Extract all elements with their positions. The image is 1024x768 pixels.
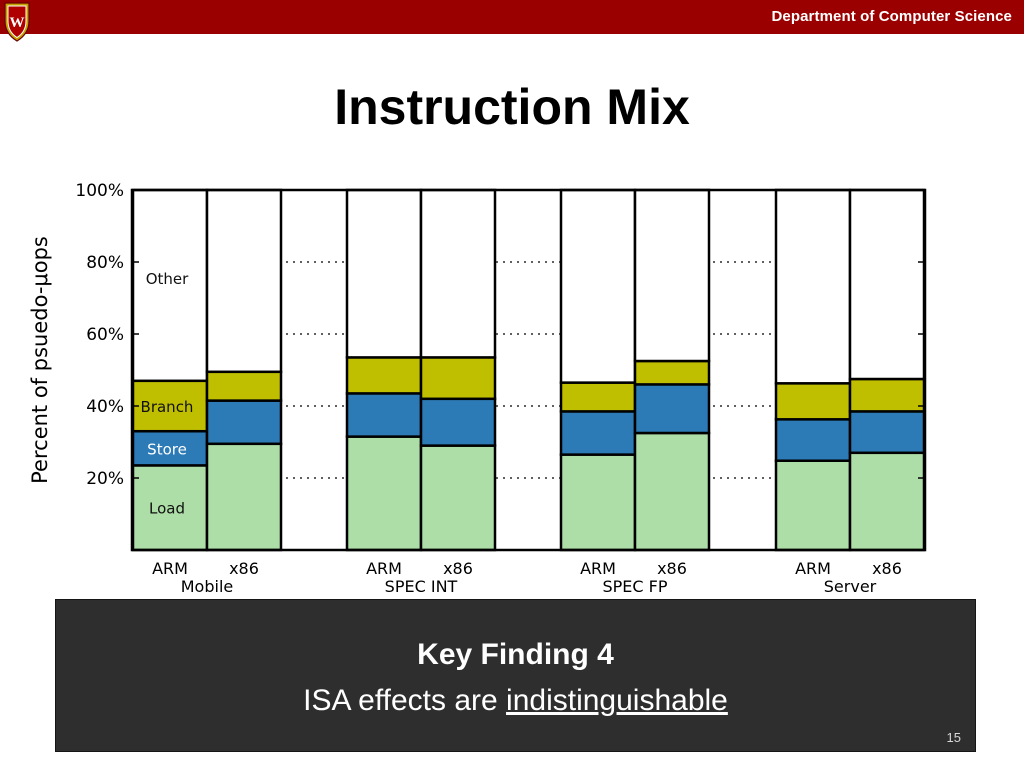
bar-segment-load (848, 451, 926, 552)
instruction-mix-chart: 20% 40% 60% 80% 100% Percent of psuedo-μops AR… (28, 181, 927, 596)
bar-segment-store (633, 383, 711, 435)
bar-segment-branch (419, 356, 497, 401)
department-name: Department of Computer Science (771, 8, 1012, 25)
bar-segment-other (205, 188, 283, 374)
x-tick-label: x86 (657, 559, 687, 578)
x-tick-label: x86 (443, 559, 473, 578)
key-finding-emphasis: indistinguishable (506, 684, 728, 717)
x-tick-label: ARM (366, 559, 402, 578)
header-bar: W Department of Computer Science (0, 0, 1024, 42)
group-label: SPEC FP (602, 577, 667, 596)
plot-frame (130, 188, 927, 552)
bar-segment-store (205, 399, 283, 446)
series-label-load: Load (149, 500, 185, 518)
university-crest-icon: W (4, 2, 30, 42)
group-label: Server (824, 577, 877, 596)
key-finding-text: ISA effects are indistinguishable (56, 684, 975, 718)
page-number: 15 (946, 730, 961, 745)
crest-letter: W (10, 15, 25, 31)
bar-segment-branch (848, 377, 926, 413)
y-tick-label: 100% (75, 181, 124, 201)
bar-segment-branch (205, 370, 283, 402)
bar-segment-other (633, 188, 711, 363)
bar-segment-other (848, 188, 926, 381)
bar-segment-store (774, 418, 852, 462)
slide-title: Instruction Mix (334, 79, 690, 135)
x-tick-label: ARM (580, 559, 616, 578)
key-finding-heading: Key Finding 4 (417, 638, 614, 671)
x-tick-label: ARM (795, 559, 831, 578)
bar-segment-branch (774, 382, 852, 421)
series-label-branch: Branch (141, 398, 194, 416)
bar-segment-load (205, 442, 283, 552)
bar-segment-store (559, 410, 637, 456)
key-finding-text-prefix: ISA effects are (303, 684, 507, 717)
group-label: Mobile (181, 577, 233, 596)
bar-segment-branch (345, 356, 423, 395)
group-label: SPEC INT (385, 577, 458, 596)
bar-segment-branch (633, 359, 711, 386)
series-label-store: Store (147, 440, 187, 458)
bar-segment-other (345, 188, 423, 359)
bar-segment-load (559, 453, 637, 552)
bar-segment-store (419, 397, 497, 447)
y-tick-label: 60% (86, 325, 124, 345)
x-tick-label: x86 (229, 559, 259, 578)
bar-segment-other (774, 188, 852, 385)
x-tick-label: x86 (872, 559, 902, 578)
bar-segment-load (419, 444, 497, 552)
bar-segment-branch (559, 381, 637, 413)
y-tick-label: 80% (86, 253, 124, 273)
key-finding-callout: Key Finding 4 ISA effects are indistingu… (55, 599, 976, 752)
series-label-other: Other (146, 270, 189, 288)
bar-segment-other (419, 188, 497, 359)
y-tick-label: 20% (86, 469, 124, 489)
y-axis-label: Percent of psuedo-μops (28, 236, 52, 484)
bar-segment-load (774, 459, 852, 552)
bar-segment-store (131, 429, 209, 467)
x-tick-label: ARM (152, 559, 188, 578)
bar-segment-load (633, 431, 711, 552)
bar-segment-load (345, 435, 423, 552)
bar-segment-store (345, 392, 423, 438)
bar-segment-other (559, 188, 637, 384)
y-tick-label: 40% (86, 397, 124, 417)
bar-segment-store (848, 410, 926, 455)
